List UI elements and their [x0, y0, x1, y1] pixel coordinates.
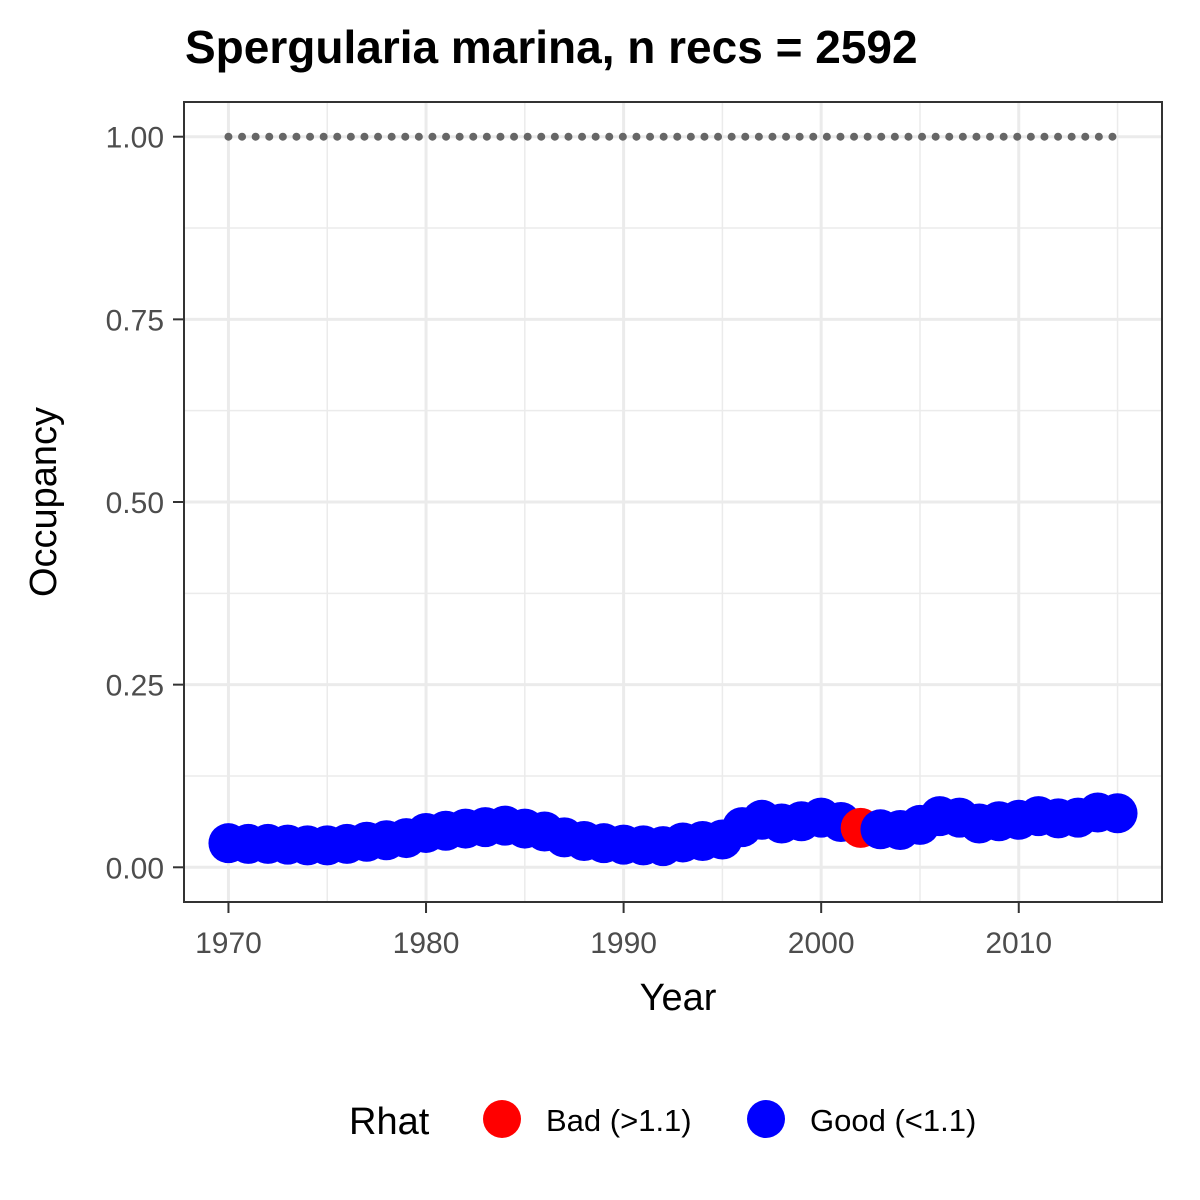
legend-label-bad: Bad (>1.1) — [546, 1103, 692, 1138]
grid-lines — [184, 102, 1162, 902]
y-tick-label: 0.25 — [106, 670, 164, 703]
y-tick-label: 0.75 — [106, 304, 164, 337]
x-tick-label: 1990 — [590, 927, 657, 960]
legend-key-good — [747, 1100, 785, 1138]
legend-label-good: Good (<1.1) — [810, 1103, 976, 1138]
x-tick-label: 1970 — [195, 927, 262, 960]
x-tick-label: 1980 — [393, 927, 460, 960]
x-axis-title: Year — [640, 977, 717, 1019]
y-axis: 0.00 0.25 0.50 0.75 1.00 — [106, 122, 184, 885]
x-tick-label: 2010 — [985, 927, 1052, 960]
data-point-2015-good — [1097, 793, 1138, 834]
x-tick-label: 2000 — [788, 927, 855, 960]
legend: Rhat Bad (>1.1) Good (<1.1) — [349, 1100, 976, 1143]
y-tick-label: 1.00 — [106, 122, 164, 155]
x-axis: 1970 1980 1990 2000 2010 — [195, 902, 1052, 960]
legend-key-bad — [483, 1100, 521, 1138]
data-points — [208, 792, 1138, 867]
y-tick-label: 0.50 — [106, 487, 164, 520]
legend-title: Rhat — [349, 1101, 430, 1143]
chart-title: Spergularia marina, n recs = 2592 — [185, 21, 918, 73]
y-axis-title: Occupancy — [23, 407, 65, 597]
y-tick-label: 0.00 — [106, 852, 164, 885]
